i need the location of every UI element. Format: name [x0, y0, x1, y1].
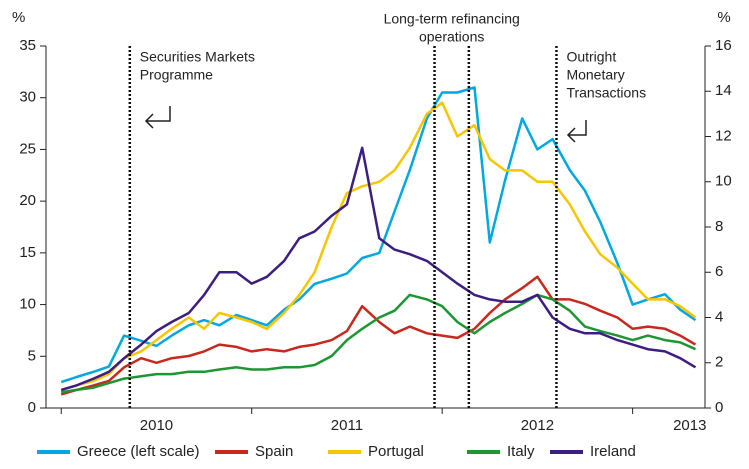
y-tick-label: 5 — [28, 347, 36, 364]
y-tick-label: 30 — [19, 89, 36, 106]
y2-tick-label: 0 — [715, 399, 723, 416]
x-tick-label: 2011 — [331, 417, 363, 434]
series-line — [60, 101, 697, 392]
y2-tick-label: 12 — [715, 127, 732, 144]
y2-tick-label: 8 — [715, 218, 723, 235]
x-tick-label: 2010 — [140, 417, 173, 434]
y2-tick-label: 4 — [715, 308, 723, 325]
y2-tick-label: 10 — [715, 173, 732, 190]
annotation-text: Transactions — [566, 85, 646, 101]
y2-axis-label: % — [717, 9, 730, 26]
series-line — [61, 293, 697, 394]
x-tick-label: 2012 — [521, 417, 554, 434]
x-tick-label: 2013 — [673, 417, 706, 434]
y2-tick-label: 16 — [715, 37, 732, 54]
legend-label: Spain — [255, 443, 293, 460]
legend-label: Ireland — [590, 443, 636, 460]
legend-label: Greece (left scale) — [77, 443, 200, 460]
annotation-text: Programme — [140, 67, 213, 83]
annotation-text: Monetary — [566, 67, 624, 83]
annotation-text: Outright — [566, 49, 616, 65]
y-tick-label: 0 — [28, 399, 36, 416]
annotation-text: operations — [419, 29, 484, 45]
arrow — [566, 120, 587, 143]
series-line — [60, 146, 697, 392]
legend-label: Portugal — [368, 443, 424, 460]
y2-tick-label: 14 — [715, 82, 732, 99]
y-tick-label: 10 — [19, 296, 36, 313]
legend-label: Italy — [507, 443, 535, 460]
y2-tick-label: 2 — [715, 354, 723, 371]
y-tick-label: 15 — [19, 244, 36, 261]
y-axis-label: % — [12, 9, 25, 26]
y2-tick-label: 6 — [715, 263, 723, 280]
arrow — [144, 106, 171, 129]
annotation-text: Long-term refinancing — [384, 11, 520, 27]
annotation-text: Securities Markets — [140, 49, 255, 65]
series-line — [60, 86, 697, 384]
y-tick-label: 25 — [19, 140, 36, 157]
y-tick-label: 20 — [19, 192, 36, 209]
y-tick-label: 35 — [19, 37, 36, 54]
series-line — [60, 275, 697, 396]
